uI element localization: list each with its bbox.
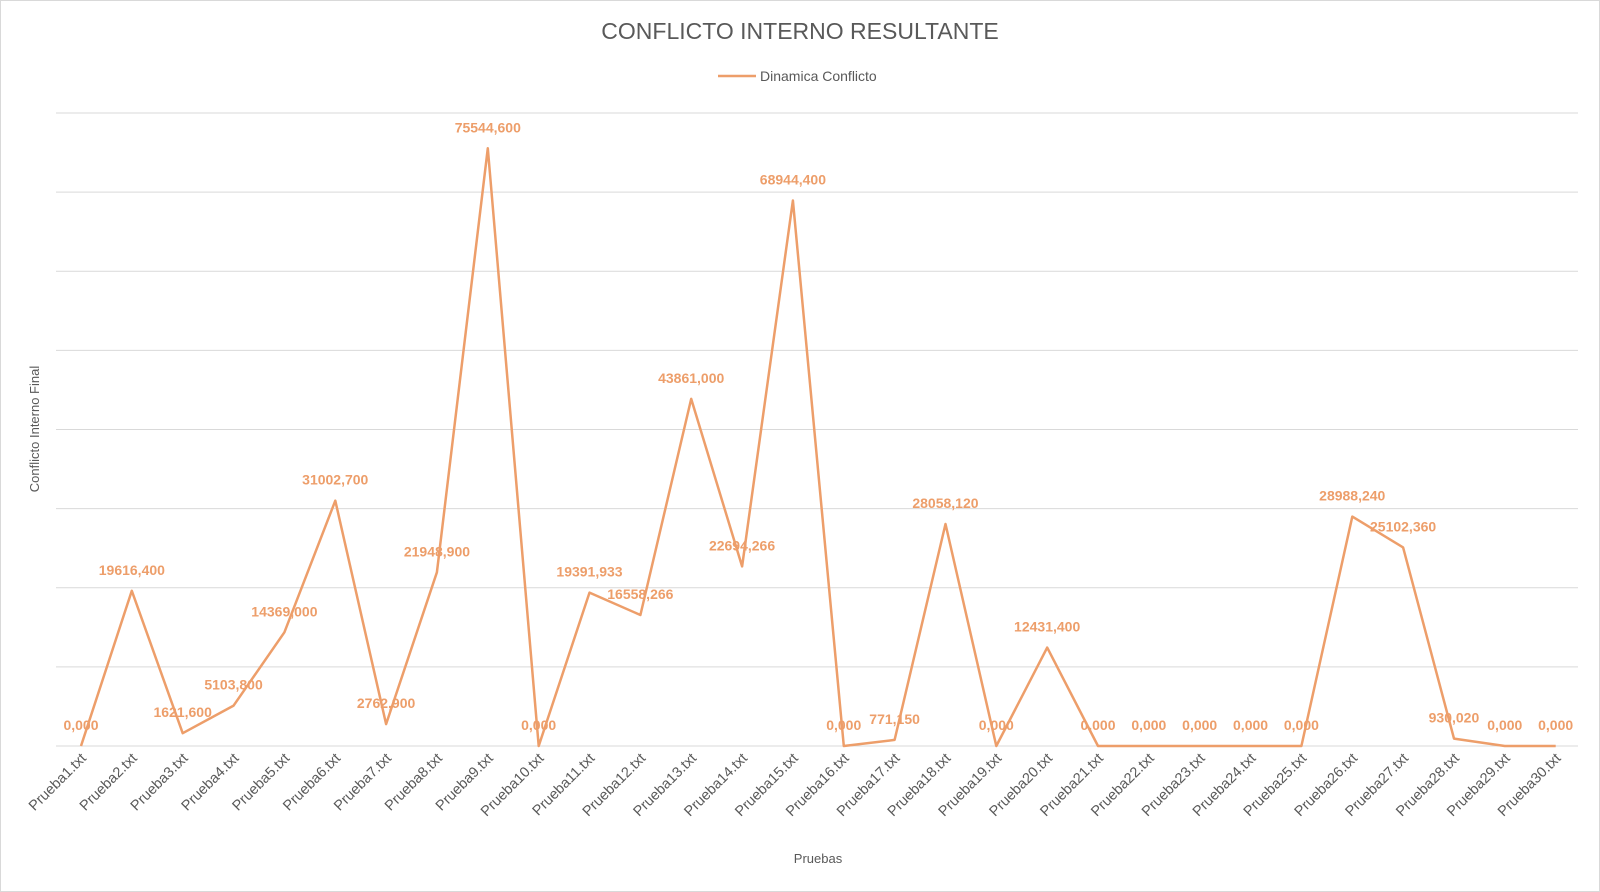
data-label: 771,150 [869, 711, 920, 727]
data-label: 0,000 [1131, 717, 1166, 733]
data-label: 68944,400 [760, 171, 826, 187]
data-label: 0,000 [63, 717, 98, 733]
data-label: 0,000 [979, 717, 1014, 733]
legend-label: Dinamica Conflicto [760, 68, 877, 84]
data-label: 2762,900 [357, 695, 416, 711]
data-label: 1621,600 [153, 704, 212, 720]
data-label: 43861,000 [658, 370, 724, 386]
data-label: 21948,900 [404, 543, 470, 559]
gridlines [56, 112, 1578, 747]
data-label: 0,000 [1080, 717, 1115, 733]
legend: Dinamica Conflicto [718, 68, 877, 84]
chart-title: CONFLICTO INTERNO RESULTANTE [601, 18, 998, 44]
data-label: 25102,360 [1370, 518, 1436, 534]
data-label: 12431,400 [1014, 619, 1080, 635]
data-label: 0,000 [1182, 717, 1217, 733]
data-label: 0,000 [826, 717, 861, 733]
data-label: 0,000 [1233, 717, 1268, 733]
data-label: 930,020 [1429, 710, 1480, 726]
data-labels: 0,000 19616,400 1621,600 5103,800 14369,000 3… [63, 119, 1573, 733]
data-label: 75544,600 [455, 119, 521, 135]
data-label: 28058,120 [912, 495, 978, 511]
data-label: 14369,000 [251, 603, 317, 619]
x-tick-labels: Prueba1.txtPrueba2.txtPrueba3.txtPrueba4… [26, 751, 1564, 820]
series-line-dinamica-conflicto [79, 147, 1556, 748]
data-label: 16558,266 [607, 586, 673, 602]
data-label: 0,000 [1284, 717, 1319, 733]
data-label: 19616,400 [99, 562, 165, 578]
data-label: 0,000 [1538, 717, 1573, 733]
data-label: 0,000 [1487, 717, 1522, 733]
data-label: 19391,933 [556, 564, 622, 580]
data-label: 22694,266 [709, 537, 775, 553]
data-label: 31002,700 [302, 472, 368, 488]
y-axis-title: Conflicto Interno Final [27, 366, 42, 493]
data-label: 28988,240 [1319, 488, 1385, 504]
x-axis-title: Pruebas [794, 851, 843, 866]
data-label: 0,000 [521, 717, 556, 733]
data-label: 5103,800 [204, 677, 263, 693]
